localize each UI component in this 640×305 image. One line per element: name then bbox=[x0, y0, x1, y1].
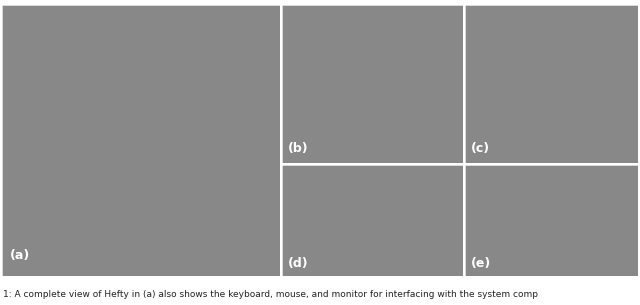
Text: (c): (c) bbox=[470, 142, 490, 155]
Text: (e): (e) bbox=[470, 257, 491, 271]
Text: (a): (a) bbox=[10, 249, 31, 263]
Text: (b): (b) bbox=[287, 142, 308, 155]
Text: (d): (d) bbox=[287, 257, 308, 271]
Text: 1: A complete view of Hefty in (a) also shows the keyboard, mouse, and monitor f: 1: A complete view of Hefty in (a) also … bbox=[3, 290, 538, 299]
